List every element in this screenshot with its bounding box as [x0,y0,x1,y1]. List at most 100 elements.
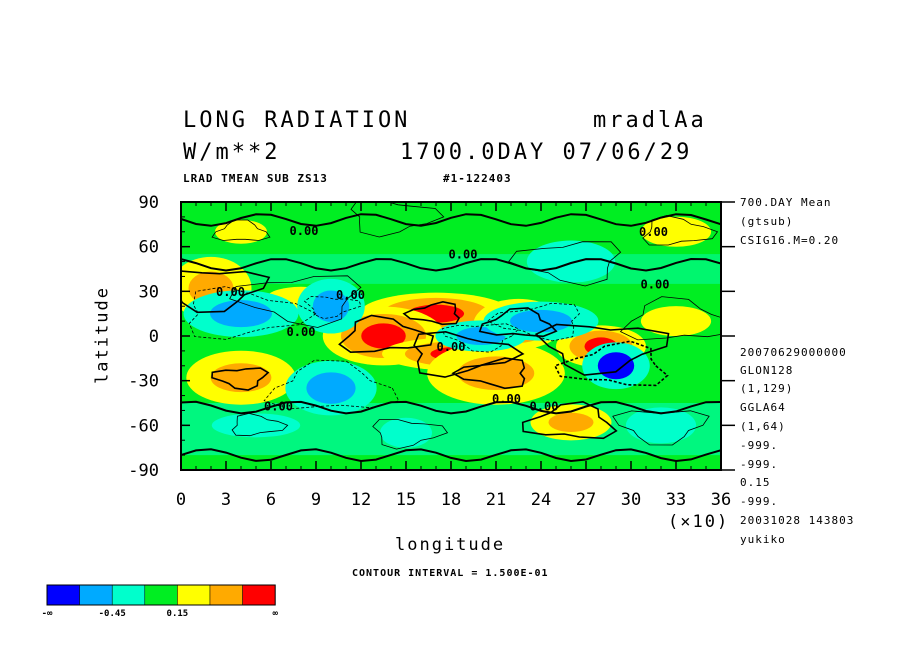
contour-line [642,215,719,246]
y-ticks: 90 60 30 0 -30 -60 -90 [128,193,735,481]
field-blob [361,323,406,349]
zero-contour-line [181,257,721,272]
time-label: 1700.0DAY 07/06/29 [400,140,693,165]
x-tick-label: 3 [221,490,231,510]
field-blob [380,417,432,448]
color-field [181,202,721,470]
contour-line [619,296,721,341]
contour-line [441,323,520,353]
info-bottom-3: GGLA64 [740,401,786,414]
legend-swatch [46,584,80,606]
legend-swatch [209,584,243,606]
contour-line [402,300,461,326]
info-bottom-6: -999. [740,458,779,471]
contour-label: 0.00 [530,399,559,413]
run-name: mradlAa [593,108,707,133]
x-tick-label: 21 [486,490,506,510]
field-blob [597,352,635,380]
zero-contour-line [181,213,721,227]
x-ticks: 0 3 6 9 12 15 18 21 24 27 30 33 36 [176,202,731,510]
y-tick-label: 90 [139,193,159,213]
contour-line [350,202,445,238]
legend-swatch [79,584,113,606]
color-legend: -∞ -0.45 0.15 ∞ [42,584,278,619]
field-blob [526,240,616,283]
legend-label: -∞ [42,609,53,619]
zero-contour-line [181,400,721,415]
contour-lines [181,202,721,463]
field-blob [210,300,272,328]
info-bottom-2: (1,129) [740,382,794,395]
field-blob [306,372,356,404]
contour-line [508,241,622,287]
contour-line [451,357,526,390]
contour-line [188,286,317,340]
legend-swatch [144,584,178,606]
x-tick-label: 18 [441,490,461,510]
contour-line [181,270,271,314]
units-label: W/m**2 [183,140,281,165]
contour-line [521,400,618,440]
contour-line [231,412,289,437]
field-blob [548,412,594,432]
info-bottom-10: yukiko [740,533,786,546]
zero-contour-line [181,448,721,463]
x-tick-label: 27 [576,490,596,510]
x-scale-note: (×10) [668,512,730,532]
contour-line [612,410,710,446]
contour-line [553,340,669,387]
y-tick-label: -90 [128,461,159,481]
contour-label: 0.00 [449,248,478,262]
contour-line [338,314,435,354]
contour-labels: 0.00 0.00 0.00 0.00 0.00 0.00 0.00 0.00 0.00 0.00… [216,224,669,414]
info-bottom-9: 20031028 143803 [740,514,855,527]
info-top-2: CSIG16.M=0.20 [740,234,840,247]
contour-line [211,367,270,391]
contour-label: 0.00 [336,288,365,302]
contour-label: 0.00 [639,225,668,239]
info-bottom-7: 0.15 [740,476,771,489]
info-top-1: (gtsub) [740,215,794,228]
x-axis-label: longitude [395,535,506,555]
x-tick-label: 30 [621,490,641,510]
contour-label: 0.00 [641,277,670,291]
contour-line [372,419,449,450]
x-tick-label: 33 [666,490,686,510]
info-bottom-4: (1,64) [740,420,786,433]
legend-frame [46,584,276,606]
legend-label: ∞ [272,609,278,619]
x-tick-label: 12 [351,490,371,510]
field-blob [640,216,712,247]
contour-label: 0.00 [287,325,316,339]
contour-line [303,296,362,320]
contour-line [486,302,580,342]
info-bottom-0: 20070629000000 [740,346,847,359]
x-tick-label: 24 [531,490,551,510]
info-bottom-1: GLON128 [740,364,794,377]
info-bottom-5: -999. [740,439,779,452]
contour-label: 0.00 [290,224,319,238]
contour-line [413,330,525,378]
field-blob [625,407,697,444]
chart-subtitle: LRAD TMEAN SUB ZS13 [183,172,328,185]
y-axis-label: latitude [92,286,113,384]
contour-line [534,323,670,376]
contour-label: 0.00 [437,340,466,354]
info-bottom-8: -999. [740,495,779,508]
contour-label: 0.00 [264,399,293,413]
legend-swatch [177,584,211,606]
contour-line [211,219,271,241]
contour-line [263,359,400,410]
contour-line [229,275,362,328]
run-id: #1-122403 [443,172,512,185]
contour-interval: CONTOUR INTERVAL = 1.500E-01 [352,568,549,579]
field-blob [215,219,267,244]
y-tick-label: -30 [128,372,159,392]
field-blob [457,356,535,391]
legend-label: 0.15 [167,609,189,619]
field-blob [211,413,301,438]
legend-swatch [242,584,276,606]
legend-swatch [111,584,146,606]
legend-label: -0.45 [99,609,126,619]
